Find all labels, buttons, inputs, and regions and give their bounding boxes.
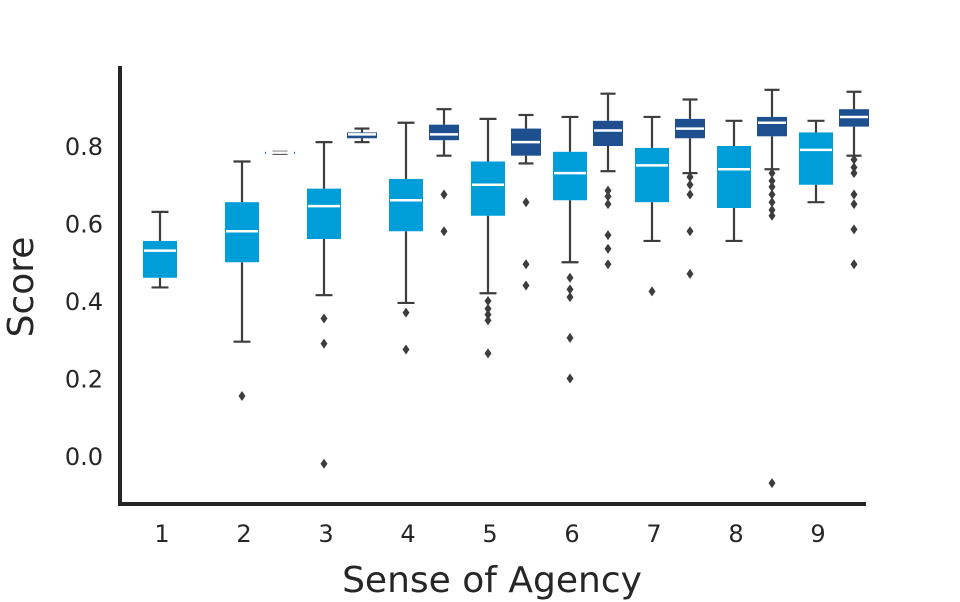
outlier-point (604, 243, 612, 254)
x-tick-label: 7 (646, 520, 661, 548)
outlier-point (604, 199, 612, 210)
outlier-point (440, 189, 448, 200)
y-tick-label: 0.2 (65, 366, 103, 394)
x-tick-label: 1 (154, 520, 169, 548)
plot-area (143, 88, 869, 489)
x-tick-label: 6 (564, 520, 579, 548)
outlier-point (604, 230, 612, 241)
box-2-cat-3 (347, 127, 377, 144)
outlier-point (686, 172, 694, 182)
box-1-cat-5 (471, 117, 505, 359)
box-1-cat-8 (717, 119, 751, 243)
outlier-point (320, 458, 328, 469)
box-2-cat-7 (675, 98, 705, 279)
iqr-box (757, 116, 787, 137)
x-tick-label: 8 (728, 520, 743, 548)
box-1-cat-6 (553, 115, 587, 384)
outlier-point (604, 191, 612, 202)
box-1-cat-7 (635, 115, 669, 297)
box-2-cat-5 (511, 113, 541, 291)
x-tick-label: 4 (400, 520, 415, 548)
iqr-box (635, 147, 669, 203)
outlier-point (566, 373, 574, 384)
box-2-cat-9 (839, 90, 869, 270)
outlier-point (522, 197, 530, 208)
y-axis-title: Score (1, 237, 42, 338)
outlier-point (686, 189, 694, 200)
outlier-point (768, 189, 776, 200)
outlier-point (768, 181, 776, 192)
y-tick-label: 0.8 (65, 133, 103, 161)
box-2-cat-4 (429, 108, 459, 237)
outlier-point (850, 162, 858, 173)
outlier-point (320, 313, 328, 324)
outlier-point (686, 226, 694, 237)
box-1-cat-3 (307, 141, 341, 469)
y-tick-labels: 0.0 0.2 0.4 0.6 0.8 (65, 133, 103, 471)
outlier-point (850, 168, 858, 179)
x-axis-title: Sense of Agency (342, 560, 642, 601)
outlier-point (850, 224, 858, 235)
outlier-point (648, 286, 656, 297)
y-tick-label: 0.4 (65, 288, 103, 316)
outlier-point (402, 344, 410, 355)
outlier-point (566, 292, 574, 303)
outlier-point (484, 315, 492, 326)
iqr-box (717, 146, 751, 208)
outlier-point (566, 272, 574, 283)
outlier-point (484, 309, 492, 320)
x-tick-label: 9 (810, 520, 825, 548)
y-tick-label: 0.0 (65, 443, 103, 471)
outlier-point (768, 204, 776, 215)
outlier-point (484, 348, 492, 359)
iqr-box (799, 132, 833, 185)
outlier-point (566, 284, 574, 295)
outlier-point (484, 296, 492, 306)
x-tick-label: 3 (318, 520, 333, 548)
outlier-point (402, 307, 410, 318)
outlier-point (850, 189, 858, 200)
box-1-cat-4 (389, 121, 423, 355)
outlier-point (604, 259, 612, 270)
outlier-point (522, 280, 530, 291)
box-2-cat-6 (593, 92, 623, 270)
outlier-point (440, 226, 448, 237)
outlier-point (686, 179, 694, 190)
outlier-point (522, 259, 530, 270)
iqr-box (143, 240, 177, 278)
x-tick-label: 2 (236, 520, 251, 548)
iqr-box (429, 124, 459, 141)
iqr-box (307, 188, 341, 239)
outlier-point (768, 168, 776, 179)
outlier-point (768, 197, 776, 208)
outlier-point (320, 338, 328, 349)
box-1-cat-9 (799, 119, 833, 204)
box-2-cat-8 (757, 88, 787, 489)
iqr-box (593, 120, 623, 146)
iqr-box (471, 161, 505, 216)
outlier-point (768, 175, 776, 186)
y-tick-label: 0.6 (65, 211, 103, 239)
x-tick-label: 5 (482, 520, 497, 548)
outlier-point (850, 154, 858, 165)
outlier-point (850, 259, 858, 270)
outlier-point (604, 185, 612, 196)
outlier-point (484, 303, 492, 314)
x-tick-labels: 1 2 3 4 5 6 7 8 9 (154, 520, 825, 548)
outlier-point (238, 390, 246, 401)
outlier-point (768, 478, 776, 489)
box-2-cat-2 (265, 150, 295, 155)
outlier-point (566, 332, 574, 343)
iqr-box (389, 178, 423, 232)
iqr-box (553, 151, 587, 201)
box-1-cat-2 (225, 160, 259, 401)
outlier-point (768, 210, 776, 221)
outlier-point (850, 199, 858, 210)
outlier-point (686, 268, 694, 279)
box-1-cat-1 (143, 210, 177, 289)
